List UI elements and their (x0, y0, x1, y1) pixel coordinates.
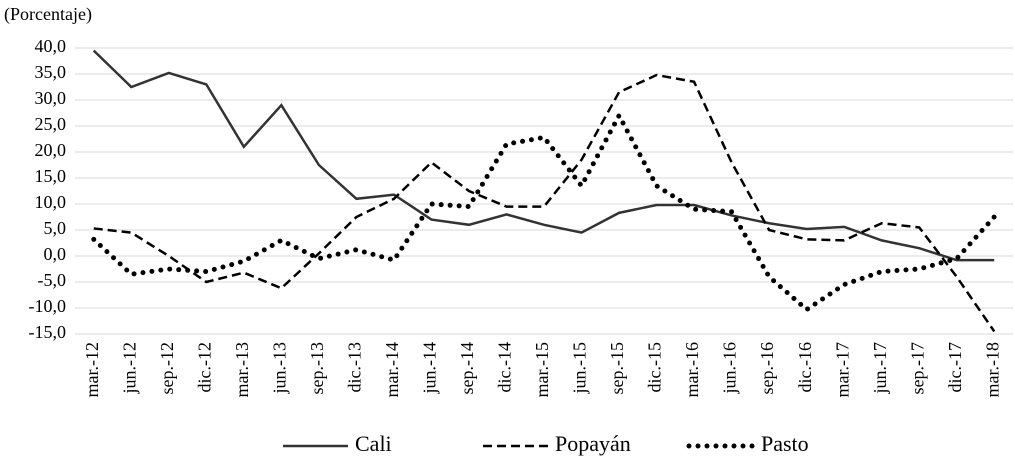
y-tick-label: 25,0 (35, 114, 67, 134)
y-tick-label: -5,0 (38, 270, 67, 290)
x-tick-label: sep.-16 (757, 342, 777, 395)
line-series (93, 73, 996, 333)
x-tick-label: mar.-16 (682, 342, 702, 398)
x-tick-label: dic.-16 (795, 342, 815, 392)
x-tick-label: mar.-12 (82, 342, 102, 398)
x-tick-label: sep.-12 (157, 342, 177, 395)
legend-label: Popayán (555, 431, 631, 456)
y-tick-label: 40,0 (35, 36, 67, 56)
y-axis-label: (Porcentaje) (4, 4, 92, 25)
line-series (92, 49, 995, 262)
x-tick-label: sep.-17 (907, 342, 927, 395)
x-tick-label: sep.-13 (307, 342, 327, 395)
y-tick-label: 20,0 (35, 140, 67, 160)
x-tick-label: mar.-13 (232, 342, 252, 398)
y-tick-label: 0,0 (44, 244, 67, 264)
line-series (91, 110, 997, 313)
x-tick-label: dic.-13 (345, 342, 365, 392)
x-tick-label: jun.-17 (870, 342, 890, 395)
x-tick-label: dic.-12 (194, 342, 214, 392)
y-tick-label: -10,0 (29, 296, 67, 316)
x-tick-label: jun.-16 (720, 342, 740, 395)
x-tick-label: dic.-15 (645, 342, 665, 392)
y-tick-label: 10,0 (35, 192, 67, 212)
x-tick-label: mar.-17 (832, 342, 852, 398)
x-tick-label: dic.-17 (945, 342, 965, 392)
x-tick-label: mar.-18 (982, 342, 1002, 398)
y-tick-label: 35,0 (35, 62, 67, 82)
x-tick-label: mar.-15 (532, 342, 552, 398)
x-tick-label: sep.-14 (457, 342, 477, 395)
legend-label: Pasto (761, 431, 809, 456)
x-tick-label: sep.-15 (607, 342, 627, 395)
x-tick-label: jun.-13 (269, 342, 289, 395)
x-tick-label: jun.-12 (119, 342, 139, 395)
y-tick-label: 5,0 (44, 218, 67, 238)
x-tick-label: dic.-14 (495, 342, 515, 392)
legend-label: Cali (355, 431, 392, 456)
x-tick-label: jun.-15 (570, 342, 590, 395)
y-tick-label: 15,0 (35, 166, 67, 186)
x-tick-label: mar.-14 (382, 342, 402, 398)
x-tick-label: jun.-14 (420, 342, 440, 395)
y-tick-label: -15,0 (29, 322, 67, 342)
y-tick-label: 30,0 (35, 88, 67, 108)
